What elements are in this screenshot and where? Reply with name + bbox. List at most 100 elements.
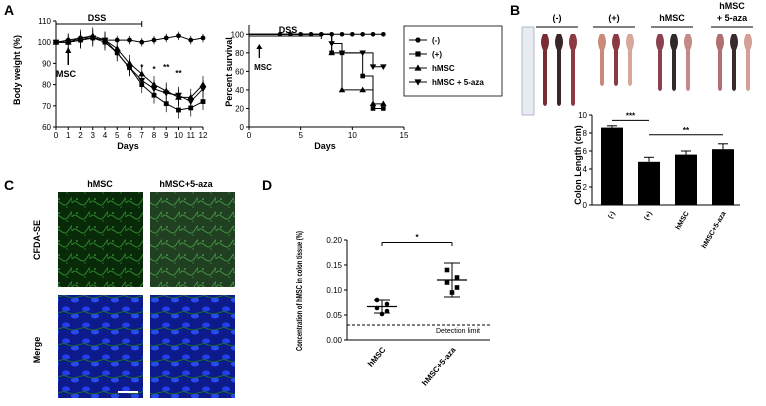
colon-length-y-tick-label: 6 bbox=[583, 147, 588, 156]
body-weight-x-tick-label: 6 bbox=[127, 131, 132, 140]
body-weight-xlabel: Days bbox=[117, 141, 139, 151]
body-weight-ylabel: Body weight (%) bbox=[12, 35, 22, 105]
survival-msc-label: MSC bbox=[254, 63, 272, 72]
colon-specimen bbox=[555, 34, 563, 106]
colon-length-y-tick-label: 8 bbox=[583, 129, 588, 138]
colon-length-x-tick-label: hMSC+5-aza bbox=[701, 210, 728, 249]
survival-x-tick-label: 0 bbox=[247, 131, 252, 140]
colon-specimen bbox=[656, 34, 664, 91]
body-weight-significance: * bbox=[152, 65, 156, 74]
colon-specimen bbox=[716, 34, 724, 91]
colon-specimen bbox=[612, 34, 620, 86]
colon-length-x-tick-label: hMSC bbox=[675, 211, 691, 232]
survival-line-3 bbox=[249, 33, 384, 68]
survival-y-tick-label: 0 bbox=[240, 123, 245, 132]
conc-point bbox=[444, 267, 450, 273]
body-weight-y-tick-label: 70 bbox=[42, 102, 51, 111]
body-weight-point bbox=[139, 39, 145, 45]
legend-marker bbox=[415, 51, 421, 57]
sig-label-2: ** bbox=[683, 126, 690, 135]
survival-x-tick-label: 5 bbox=[298, 131, 303, 140]
legend-label: hMSC bbox=[432, 64, 455, 73]
colon-length-bar-0 bbox=[601, 127, 623, 205]
body-weight-point bbox=[127, 37, 132, 43]
legend-box bbox=[403, 25, 503, 97]
survival-point bbox=[369, 64, 377, 71]
body-weight-point bbox=[77, 37, 84, 44]
col-label-hmsc-5aza: hMSC+5-aza bbox=[159, 179, 213, 189]
colon-specimen bbox=[541, 34, 549, 106]
survival-x-tick-label: 15 bbox=[400, 131, 409, 140]
body-weight-significance: ** bbox=[175, 69, 182, 78]
survival-ylabel: Percent survival bbox=[224, 37, 234, 107]
body-weight-point bbox=[188, 37, 194, 43]
colon-length-bar-3 bbox=[712, 149, 734, 205]
colon-length-x-tick-label: (-) bbox=[607, 211, 617, 221]
detection-limit-label: Detection limit bbox=[436, 328, 480, 335]
body-weight-point bbox=[150, 86, 158, 93]
survival-point bbox=[339, 31, 345, 37]
conc-y-tick-label: 0.05 bbox=[326, 311, 342, 320]
survival-y-tick-label: 40 bbox=[235, 86, 244, 95]
body-weight-point bbox=[64, 39, 72, 46]
body-weight-x-tick-label: 1 bbox=[66, 131, 71, 140]
body-weight-x-tick-label: 10 bbox=[174, 131, 183, 140]
survival-y-tick-label: 20 bbox=[235, 104, 244, 113]
colon-specimen bbox=[730, 34, 738, 91]
body-weight-dss-label: DSS bbox=[88, 13, 107, 23]
body-weight-point bbox=[138, 77, 146, 84]
colon-specimen bbox=[626, 34, 634, 86]
colon-group-label: hMSC bbox=[719, 1, 745, 11]
conc-point bbox=[454, 275, 460, 280]
body-weight-significance: ** bbox=[163, 63, 170, 72]
colon-specimen bbox=[744, 34, 752, 91]
body-weight-point bbox=[163, 35, 169, 41]
body-weight-point bbox=[126, 65, 133, 72]
legend-marker bbox=[414, 79, 422, 86]
legend-label: (+) bbox=[432, 50, 442, 59]
body-weight-y-tick-label: 60 bbox=[42, 123, 51, 132]
survival-point bbox=[328, 41, 335, 47]
colon-length-bar-1 bbox=[638, 161, 660, 205]
legend-marker bbox=[414, 64, 422, 71]
body-weight-chart: Body weight (%) Days DSS MSC 60708090100… bbox=[12, 13, 208, 151]
image-merge-hmsc-5aza bbox=[150, 295, 235, 398]
body-weight-point bbox=[151, 37, 157, 43]
image-merge-hmsc bbox=[58, 295, 143, 398]
colon-photos: (-) (+) hMSC hMSC + 5-aza bbox=[521, 1, 753, 116]
body-weight-significance: * bbox=[140, 63, 144, 72]
colon-length-y-tick-label: 10 bbox=[578, 111, 587, 120]
colon-specimen bbox=[569, 34, 577, 106]
survival-point bbox=[359, 86, 366, 93]
conc-sig-label: * bbox=[415, 233, 419, 242]
survival-y-tick-label: 100 bbox=[231, 30, 245, 39]
survival-point bbox=[370, 106, 376, 111]
body-weight-x-tick-label: 7 bbox=[140, 131, 145, 140]
colon-length-ylabel: Colon Length (cm) bbox=[573, 125, 583, 205]
survival-point bbox=[380, 100, 387, 107]
survival-point bbox=[370, 31, 376, 37]
image-cfda-hmsc-5aza bbox=[150, 192, 235, 287]
conc-x-tick-label: hMSC bbox=[366, 345, 388, 368]
col-label-hmsc: hMSC bbox=[87, 179, 113, 189]
body-weight-x-tick-label: 2 bbox=[78, 131, 83, 140]
colon-specimen bbox=[598, 34, 606, 86]
colon-group-label: hMSC bbox=[659, 13, 685, 23]
panel-d-label: D bbox=[262, 177, 272, 193]
conc-y-tick-label: 0.10 bbox=[326, 286, 342, 295]
body-weight-x-tick-label: 4 bbox=[103, 131, 108, 140]
body-weight-x-tick-label: 9 bbox=[164, 131, 169, 140]
conc-y-tick-label: 0.20 bbox=[326, 236, 342, 245]
survival-xlabel: Days bbox=[314, 141, 336, 151]
conc-point bbox=[454, 285, 460, 290]
survival-dss-label: DSS bbox=[279, 25, 298, 35]
colon-length-y-tick-label: 0 bbox=[583, 201, 588, 210]
colon-group-label: + 5-aza bbox=[717, 13, 748, 23]
legend-marker bbox=[415, 37, 421, 43]
colon-group-label: (+) bbox=[608, 13, 619, 23]
colon-length-x-tick-label: (+) bbox=[643, 211, 653, 222]
body-weight-point bbox=[200, 35, 206, 41]
survival-chart: Percent survival Days DSS MSC 0 20 40 60 80 1… bbox=[224, 25, 503, 151]
body-weight-x-tick-label: 5 bbox=[115, 131, 120, 140]
